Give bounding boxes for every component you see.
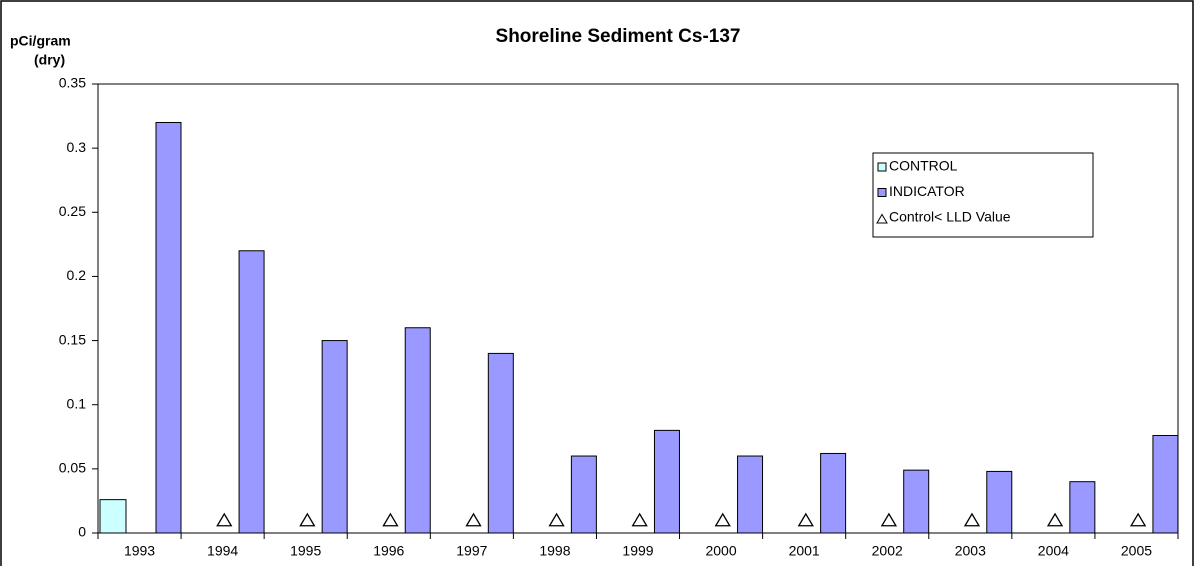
bar	[820, 452, 847, 534]
legend-swatch	[876, 213, 888, 224]
x-tick-label: 2001	[789, 543, 820, 559]
marker	[880, 512, 898, 527]
bar	[570, 455, 597, 534]
bar	[487, 352, 514, 534]
marker	[1129, 512, 1147, 527]
bar	[238, 250, 265, 534]
x-tick-label: 1995	[290, 543, 321, 559]
legend-label: CONTROL	[889, 158, 958, 174]
legend-swatch	[877, 162, 887, 172]
x-tick-label: 1997	[456, 543, 487, 559]
x-tick-label: 2004	[1038, 543, 1069, 559]
y-axis-label: (dry)	[34, 52, 65, 68]
legend-swatch	[877, 188, 887, 197]
bar	[986, 470, 1013, 534]
y-tick-label: 0	[78, 524, 86, 540]
legend-label: Control< LLD Value	[889, 209, 1011, 225]
bar	[404, 327, 431, 534]
marker	[714, 512, 731, 527]
x-tick-label: 2000	[705, 543, 736, 559]
x-tick-label: 2005	[1121, 543, 1152, 559]
y-tick-label: 0.3	[67, 139, 87, 155]
bar	[321, 340, 348, 534]
marker	[963, 512, 981, 527]
marker	[382, 512, 399, 527]
legend-box	[872, 152, 1094, 238]
x-tick-label: 1993	[124, 543, 155, 559]
x-tick-label: 1994	[207, 543, 238, 559]
marker	[797, 512, 814, 527]
bar	[737, 455, 764, 534]
x-tick-label: 1999	[622, 543, 653, 559]
bar	[903, 469, 930, 534]
bar	[653, 429, 680, 534]
bar	[1069, 481, 1096, 534]
marker	[1046, 512, 1064, 527]
marker	[465, 512, 482, 527]
x-tick-label: 2003	[955, 543, 986, 559]
x-tick-label: 1996	[373, 543, 404, 559]
y-tick-label: 0.1	[67, 395, 87, 411]
bar	[99, 499, 127, 534]
x-tick-label: 1998	[539, 543, 570, 559]
y-tick-label: 0.2	[67, 267, 87, 283]
y-axis-label: pCi/gram	[10, 33, 71, 49]
legend-label: INDICATOR	[889, 183, 965, 199]
bar	[1152, 435, 1179, 534]
bar	[155, 121, 182, 534]
x-tick-label: 2002	[872, 543, 903, 559]
y-tick-label: 0.25	[59, 203, 86, 219]
y-tick-label: 0.35	[59, 75, 86, 91]
marker	[299, 512, 316, 527]
marker	[631, 512, 648, 527]
marker	[548, 512, 565, 527]
marker	[216, 512, 233, 527]
y-tick-label: 0.05	[59, 460, 86, 476]
y-tick-label: 0.15	[59, 331, 86, 347]
chart-title: Shoreline Sediment Cs-137	[496, 26, 741, 47]
